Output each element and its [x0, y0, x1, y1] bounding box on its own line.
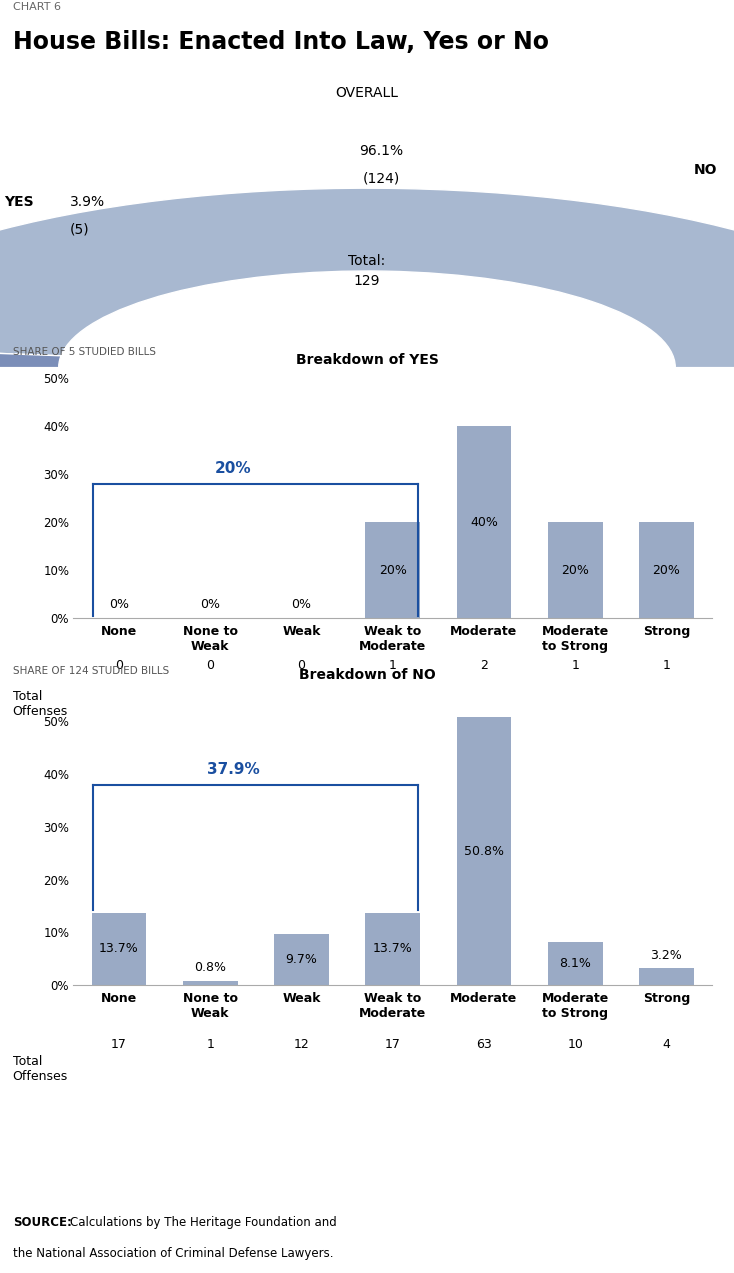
Bar [274, 934, 329, 985]
Text: NO: NO [694, 163, 717, 177]
Text: OVERALL: OVERALL [335, 87, 399, 101]
Text: 17: 17 [385, 1037, 401, 1050]
Text: CHART 6: CHART 6 [13, 1, 61, 11]
Text: 8.1%: 8.1% [559, 957, 591, 970]
Bar [639, 522, 694, 617]
Bar [457, 426, 512, 617]
Text: 0%: 0% [200, 598, 220, 611]
Text: 17: 17 [111, 1037, 127, 1050]
Text: Total:
129: Total: 129 [349, 255, 385, 288]
Text: 96.1%: 96.1% [360, 144, 404, 158]
Bar [548, 522, 603, 617]
Text: 0.8%: 0.8% [195, 961, 226, 974]
Text: 20%: 20% [653, 564, 680, 577]
Text: (5): (5) [70, 223, 90, 237]
Text: 1: 1 [571, 659, 579, 672]
Text: SHARE OF 124 STUDIED BILLS: SHARE OF 124 STUDIED BILLS [12, 666, 169, 676]
Text: 0: 0 [206, 659, 214, 672]
Bar [639, 969, 694, 985]
Text: 0%: 0% [291, 598, 311, 611]
Bar [366, 522, 420, 617]
Text: YES: YES [4, 195, 33, 209]
Text: 4: 4 [662, 1037, 670, 1050]
Text: the National Association of Criminal Defense Lawyers.: the National Association of Criminal Def… [13, 1248, 334, 1260]
Text: 3.2%: 3.2% [650, 948, 682, 962]
Text: 37.9%: 37.9% [207, 761, 259, 777]
Bar [366, 913, 420, 985]
Text: SHARE OF 5 STUDIED BILLS: SHARE OF 5 STUDIED BILLS [12, 346, 156, 356]
Text: Breakdown of YES: Breakdown of YES [296, 353, 438, 367]
Text: 13.7%: 13.7% [99, 942, 139, 955]
Text: 0: 0 [297, 659, 305, 672]
Text: 63: 63 [476, 1037, 492, 1050]
Bar [457, 717, 512, 985]
Text: 40%: 40% [470, 516, 498, 528]
Text: 0: 0 [115, 659, 123, 672]
Wedge shape [0, 188, 734, 368]
Text: Breakdown of NO: Breakdown of NO [299, 668, 435, 682]
Text: House Bills: Enacted Into Law, Yes or No: House Bills: Enacted Into Law, Yes or No [13, 31, 549, 53]
Text: Calculations by The Heritage Foundation and: Calculations by The Heritage Foundation … [70, 1216, 336, 1228]
Text: 20%: 20% [215, 461, 251, 476]
Bar [183, 980, 238, 985]
Text: 9.7%: 9.7% [286, 953, 317, 966]
Text: 20%: 20% [562, 564, 589, 577]
Text: 13.7%: 13.7% [373, 942, 413, 955]
Text: 10: 10 [567, 1037, 583, 1050]
Text: 2: 2 [480, 659, 488, 672]
Bar [548, 942, 603, 985]
Text: 1: 1 [206, 1037, 214, 1050]
Text: SOURCE:: SOURCE: [13, 1216, 72, 1228]
Text: 3.9%: 3.9% [70, 195, 105, 209]
Text: 50.8%: 50.8% [464, 844, 504, 858]
Bar [92, 913, 146, 985]
Text: Total
Offenses: Total Offenses [12, 690, 68, 718]
Text: 1: 1 [662, 659, 670, 672]
Wedge shape [0, 346, 61, 368]
Text: Total
Offenses: Total Offenses [12, 1054, 68, 1082]
Text: 12: 12 [294, 1037, 309, 1050]
Text: 20%: 20% [379, 564, 407, 577]
Text: 0%: 0% [109, 598, 129, 611]
Text: (124): (124) [363, 172, 400, 186]
Text: 1: 1 [389, 659, 396, 672]
